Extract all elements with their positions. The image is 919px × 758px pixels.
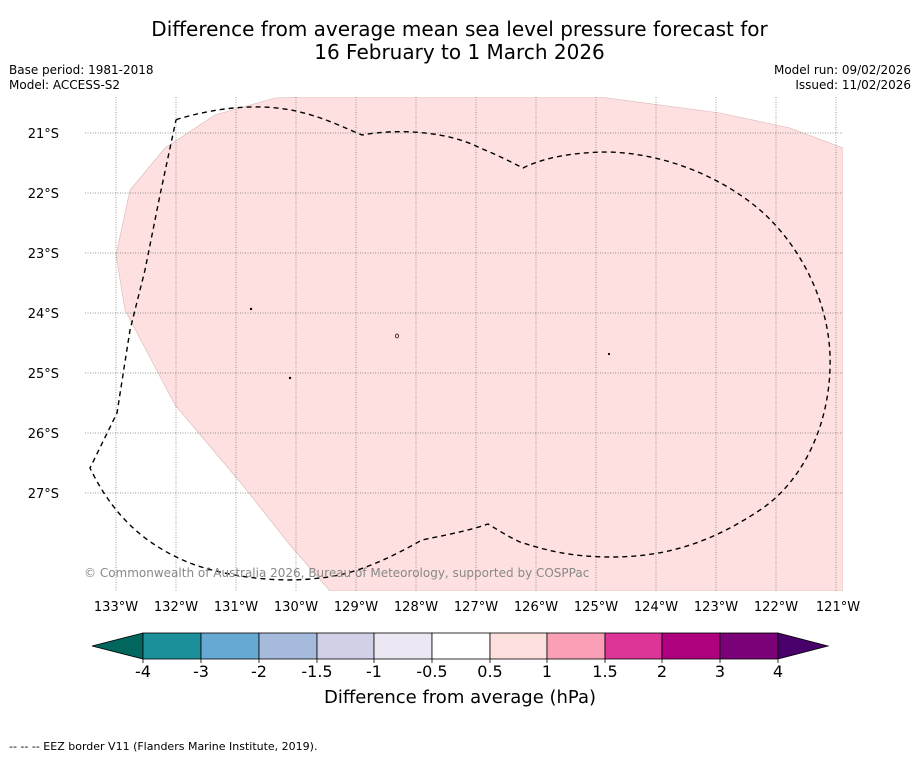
colorbar-over-arrow [777,632,830,660]
colorbar-tick-label: 1 [542,662,552,681]
lon-label: 132°W [154,600,198,615]
colorbar-tick-label: 4 [773,662,783,681]
colorbar-tick-label: -3 [193,662,209,681]
colorbar-swatch [604,632,663,660]
lat-label: 24°S [28,307,59,322]
anomaly-region [115,97,843,591]
island-marker [249,307,253,311]
colorbar-tick-label: 1.5 [592,662,617,681]
colorbar-swatch [489,632,548,660]
colorbar-under-arrow [91,632,144,660]
colorbar-swatch [316,632,375,660]
lon-label: 130°W [274,600,318,615]
issued-date: Issued: 11/02/2026 [795,78,911,92]
eez-border [89,106,831,581]
lon-label: 131°W [214,600,258,615]
lat-label: 26°S [28,427,59,442]
chart-title: Difference from average mean sea level p… [0,18,919,64]
lon-label: 124°W [634,600,678,615]
island-marker [395,333,399,339]
lon-label: 122°W [754,600,798,615]
colorbar-ticks [142,659,779,663]
lat-label: 22°S [28,187,59,202]
lon-label: 129°W [334,600,378,615]
lon-label: 121°W [816,600,860,615]
longitude-labels: 133°W 132°W 131°W 130°W 129°W 128°W 127°… [94,600,860,615]
island-marker [288,376,292,380]
meta-right: Model run: 09/02/2026 Issued: 11/02/2026 [774,63,911,93]
eez-legend: -- -- -- EEZ border V11 (Flanders Marine… [9,740,318,753]
colorbar [91,632,830,660]
island-marker [607,352,611,356]
colorbar-tick-label: -0.5 [416,662,447,681]
colorbar-tick-label: 3 [715,662,725,681]
latitude-labels: 21°S 22°S 23°S 24°S 25°S 26°S 27°S [28,127,59,502]
model-run: Model run: 09/02/2026 [773,63,911,77]
lat-label: 23°S [28,247,59,262]
colorbar-tick-label: 2 [657,662,667,681]
islands [249,307,611,380]
colorbar-swatch [373,632,433,660]
colorbar-swatch [200,632,260,660]
colorbar-tick-label: 0.5 [477,662,502,681]
title-line-2: 16 February to 1 March 2026 [314,40,605,64]
colorbar-swatch [431,632,491,660]
base-period: Base period: 1981-2018 [9,63,154,77]
colorbar-tick-label: -1.5 [301,662,332,681]
lat-label: 21°S [28,127,59,142]
title-line-1: Difference from average mean sea level p… [151,17,768,41]
colorbar-tick-label: -4 [135,662,151,681]
colorbar-swatch [719,632,779,660]
colorbar-title: Difference from average (hPa) [324,687,596,708]
copyright-notice: © Commonwealth of Australia 2026, Bureau… [84,566,589,580]
colorbar-tick-label: -1 [366,662,382,681]
lon-label: 123°W [694,600,738,615]
lon-label: 127°W [454,600,498,615]
colorbar-swatch [661,632,721,660]
colorbar-swatch [142,632,202,660]
colorbar-tick-label: -2 [251,662,267,681]
lon-label: 126°W [514,600,558,615]
meta-left: Base period: 1981-2018 Model: ACCESS-S2 [9,63,154,93]
lat-label: 27°S [28,487,59,502]
colorbar-swatch [258,632,318,660]
model-name: Model: ACCESS-S2 [9,78,121,92]
lon-label: 128°W [394,600,438,615]
colorbar-swatch [546,632,606,660]
lon-label: 125°W [574,600,618,615]
lon-label: 133°W [94,600,138,615]
lat-label: 25°S [28,367,59,382]
colorbar-tick-labels: -4 -3 -2 -1.5 -1 -0.5 0.5 1 1.5 2 3 4 [135,662,783,681]
